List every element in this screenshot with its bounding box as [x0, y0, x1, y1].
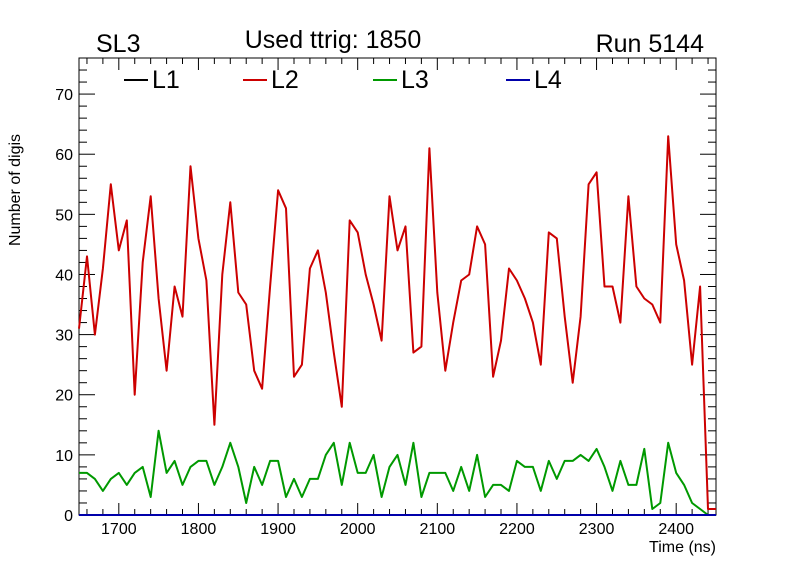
y-tick-label: 40: [55, 267, 73, 284]
legend-label-l3: L3: [401, 66, 429, 94]
y-tick-label: 20: [55, 388, 73, 405]
x-axis-label: Time (ns): [649, 539, 716, 556]
x-tick-label: 1700: [101, 521, 137, 538]
y-tick-label: 70: [55, 87, 73, 104]
y-tick-label: 0: [64, 508, 73, 525]
y-axis-label: Number of digis: [7, 134, 24, 246]
corner-label-right: Run 5144: [596, 30, 705, 58]
x-tick-label: 2100: [420, 521, 456, 538]
chart-title: Used ttrig: 1850: [245, 26, 422, 54]
plot-axes: 1700 1800 1900 2000 2100 2200 2300 2400 0 10 20 30 4…: [55, 57, 717, 538]
legend-label-l1: L1: [152, 66, 180, 94]
x-tick-label: 2000: [340, 521, 376, 538]
legend-label-l4: L4: [534, 66, 562, 94]
legend: L1 L2 L3 L4: [124, 66, 562, 94]
x-tick-label: 2200: [499, 521, 535, 538]
y-tick-label: 30: [55, 328, 73, 345]
corner-label-left: SL3: [96, 30, 140, 58]
series-lines: [78, 135, 716, 516]
y-tick-label: 60: [55, 147, 73, 164]
series-line-l3: [79, 429, 716, 516]
y-tick-label: 10: [55, 448, 73, 465]
x-tick-label: 1800: [181, 521, 217, 538]
x-tick-label: 2400: [658, 521, 694, 538]
x-tick-label: 2300: [579, 521, 615, 538]
y-tick-label: 50: [55, 207, 73, 224]
x-tick-label: 1900: [260, 521, 296, 538]
legend-label-l2: L2: [271, 66, 299, 94]
series-line-l2: [78, 135, 716, 510]
